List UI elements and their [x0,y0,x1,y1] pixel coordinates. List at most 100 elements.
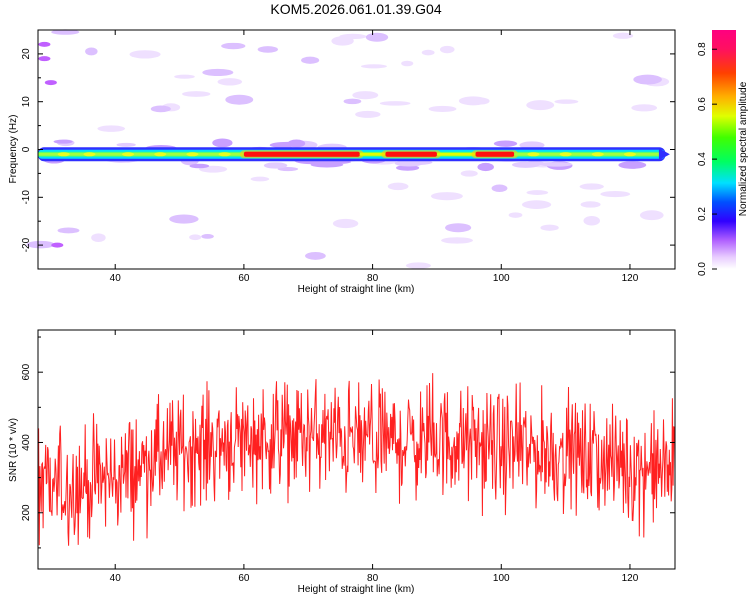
ridge-dot [57,152,70,157]
noise-blob [305,252,326,260]
noise-blob [277,166,299,172]
noise-blob [332,218,359,229]
noise-blob [401,60,414,67]
ridge-dot [122,152,135,157]
chart-title: KOM5.2026.061.01.39.G04 [270,1,441,17]
x-tick-label: 100 [493,273,510,284]
noise-spot [38,56,51,62]
y-tick-label: 200 [21,504,32,521]
colorbar-tick-label: 0.2 [697,207,708,221]
colorbar-label: Normalized spectral amplitude [738,81,749,216]
snr-x-ticks: 40 60 80 100 120 [110,330,639,584]
y-tick-label: 10 [21,96,32,108]
ridge-dot [527,152,540,157]
spectrogram-x-ticks: 40 60 80 100 120 [110,30,639,284]
noise-blob [360,64,387,69]
halo-blob [618,161,647,169]
spectrogram-y-label: Frequency (Hz) [8,115,19,184]
noise-blob [365,32,389,42]
halo-blob [287,139,306,148]
colorbar-tick-label: 0.6 [697,97,708,111]
ridge-dot [559,152,572,157]
noise-blob [26,240,55,249]
colorbar: 0.0 0.2 0.4 0.6 0.8 Normalized spectral ampl… [697,30,749,276]
noise-blob [169,214,199,224]
snr-y-label: SNR (10 * v/v) [8,418,19,482]
spectrogram-x-label: Height of straight line (km) [298,284,415,295]
halo-blob [519,141,545,150]
x-tick-label: 120 [622,273,639,284]
snr-x-label: Height of straight line (km) [298,584,415,595]
y-tick-label: -20 [21,237,32,252]
x-tick-label: 40 [110,573,122,584]
halo-blob [116,142,136,147]
noise-blob [343,98,362,105]
x-tick-label: 40 [110,273,122,284]
noise-blob [439,45,455,54]
ridge-tip [658,148,670,161]
x-tick-label: 80 [367,573,379,584]
ridge-dot [218,152,231,157]
ridge-dot [186,152,199,157]
noise-blob [458,96,488,106]
x-tick-label: 100 [493,573,510,584]
noise-blob [331,36,354,46]
noise-blob [441,237,473,244]
noise-blob [526,190,549,195]
spectrogram-y-ticks: -20 -10 0 10 20 [21,29,675,270]
noise-blob [554,99,579,104]
y-tick-label: 20 [21,48,32,60]
y-tick-label: 0 [21,146,32,152]
ridge-dot [623,152,636,157]
halo-blob [540,162,573,167]
noise-blob [355,110,381,118]
noise-blob [91,233,106,243]
spectrogram-panel: 40 60 80 100 120 -20 -10 0 10 20 Height of strai… [8,29,676,295]
snr-panel: 40 60 80 100 120 200 400 600 Height of straigh… [8,329,676,595]
snr-series-line [38,373,675,546]
y-tick-label: 400 [21,434,32,451]
noise-blob [526,100,555,111]
ridge-dot [154,152,167,157]
spectrogram-plot [26,29,670,269]
noise-blob [352,91,379,100]
colorbar-tick-label: 0.4 [697,152,708,166]
halo-blob [263,162,288,169]
noise-blob [639,210,664,221]
noise-blob [97,125,125,132]
noise-blob [387,182,409,191]
noise-blob [150,105,171,113]
halo-blob [511,161,540,168]
colorbar-tick-label: 0.8 [697,42,708,56]
noise-blob [379,101,411,106]
x-tick-label: 60 [238,273,250,284]
noise-blob [225,94,254,105]
x-tick-label: 60 [238,573,250,584]
noise-blob [600,191,631,198]
noise-blob [430,192,463,201]
noise-blob [521,200,552,209]
colorbar-ticks: 0.0 0.2 0.4 0.6 0.8 [697,42,717,276]
noise-blob [580,201,601,208]
ridge-peak [243,151,360,157]
colorbar-tick-label: 0.0 [697,262,708,276]
noise-blob [631,104,658,112]
noise-blob [217,78,243,86]
x-tick-label: 120 [622,573,639,584]
noise-blob [174,74,195,79]
noise-blob [540,224,559,231]
halo-blob [310,162,344,168]
noise-blob [405,262,431,269]
noise-blob [250,176,270,182]
noise-blob [257,46,279,53]
noise-blob [421,49,435,56]
halo-blob [212,138,233,148]
noise-spot [51,242,64,248]
colorbar-gradient [712,30,736,269]
ridge-segment [359,152,386,156]
noise-blob [640,78,661,84]
noise-spot [44,80,57,86]
noise-blob [57,227,80,234]
noise-blob [428,105,457,112]
